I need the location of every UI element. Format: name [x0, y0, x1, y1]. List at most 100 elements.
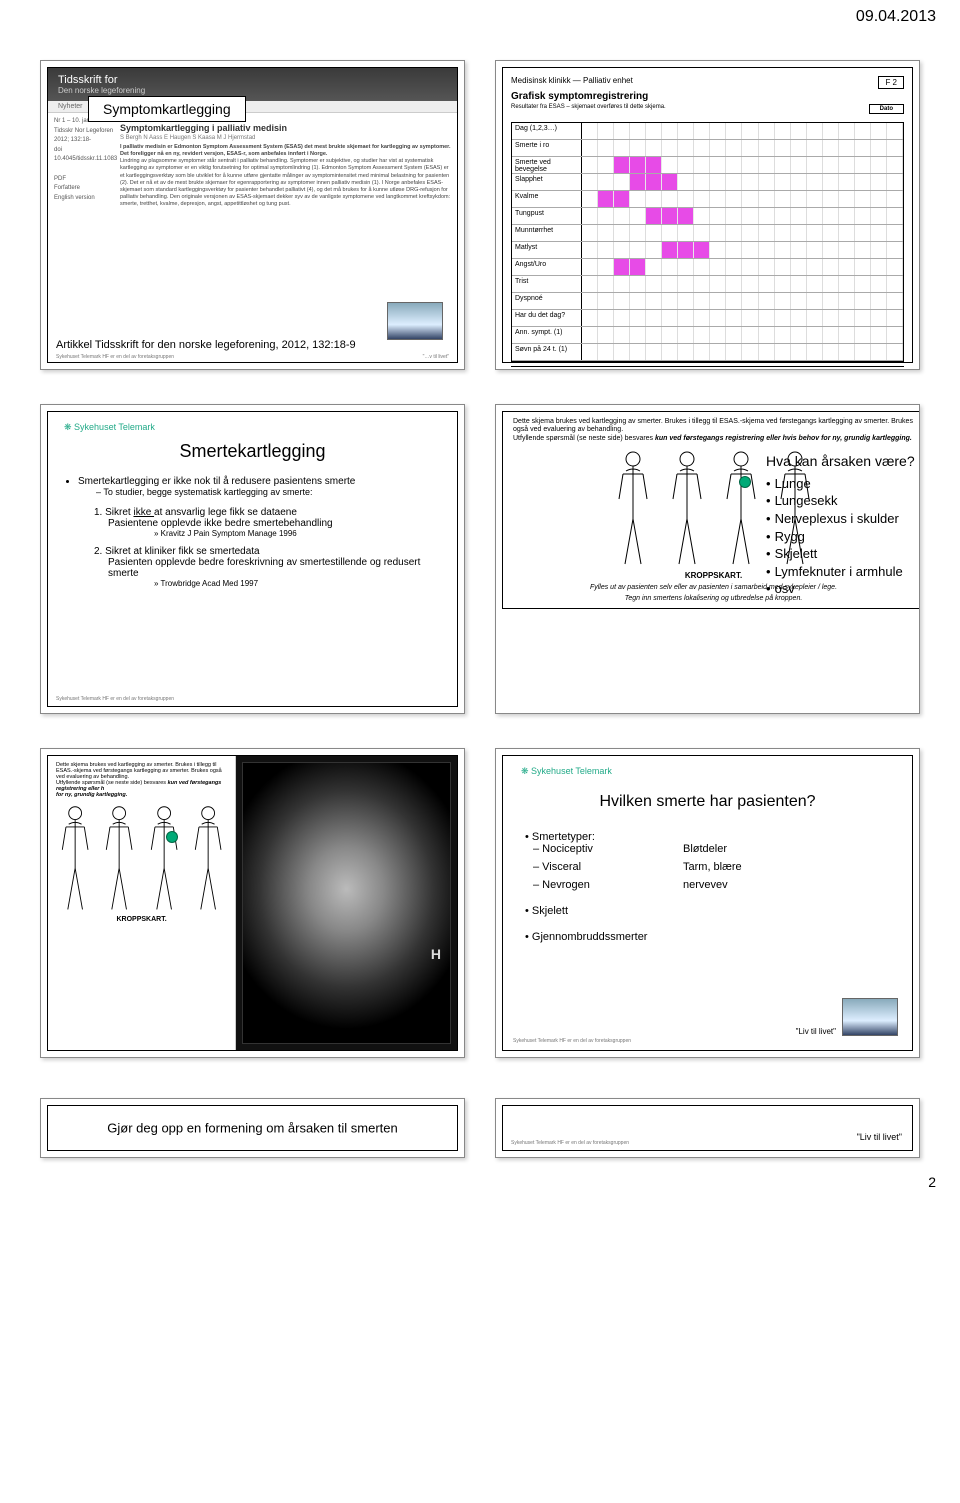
esas-row-label: Tungpust	[512, 208, 582, 224]
slide-3: ❋ Sykehuset Telemark Smertekartlegging S…	[40, 404, 465, 714]
esas-row-label: Kvalme	[512, 191, 582, 207]
bullet-gjennom: • Gjennombruddssmerter	[525, 931, 894, 943]
journal-title: Tidsskrift for	[58, 74, 447, 86]
b2-text: Skjelett	[532, 905, 568, 917]
logo-text: Sykehuset Telemark	[531, 766, 612, 776]
page-date: 09.04.2013	[856, 8, 936, 26]
body-figure	[664, 449, 710, 569]
slides-grid: Tidsskrift for Den norske legeforening N…	[0, 0, 960, 1098]
left-link: Forfattere	[54, 184, 114, 194]
esas-row-label: Dag (1,2,3…)	[512, 123, 582, 139]
esas-row: Munntørrhet	[512, 225, 903, 242]
cause-item: Lungesekk	[766, 492, 916, 510]
body-figure	[610, 449, 656, 569]
cause-item: osv	[766, 580, 916, 598]
footer-right: "…v til livet"	[423, 354, 449, 360]
type-left: – Nevrogen	[533, 879, 683, 891]
motto: "Liv til livet"	[857, 1132, 902, 1142]
left-meta: Nr 1 – 10. januar 2012 Tidsskr Nor Legef…	[54, 117, 114, 208]
bullet-skjelett: • Skjelett	[525, 905, 894, 917]
esas-grid: Dag (1,2,3…)Smerte i roSmerte ved bevege…	[511, 122, 904, 362]
esas-row: Trist	[512, 276, 903, 293]
n1b-text: at ansvarlig lege fikk se dataene	[154, 507, 297, 518]
date-box: Dato	[869, 104, 904, 114]
slide-1: Tidsskrift for Den norske legeforening N…	[40, 60, 465, 370]
s4-line2-lead: Utfyllende spørsmål (se neste side) besv…	[513, 435, 655, 442]
slide-4: Dette skjema brukes ved kartlegging av s…	[495, 404, 920, 714]
esas-row: Har du det dag?	[512, 310, 903, 327]
esas-row-label: Smerte i ro	[512, 140, 582, 156]
bullet-1-text: Smertekartlegging er ikke nok til å redu…	[78, 476, 355, 487]
n2b: Pasienten opplevde bedre foreskrivning a…	[108, 557, 441, 579]
slide-7a: Gjør deg opp en formening om årsaken til…	[40, 1098, 465, 1158]
left-link: PDF	[54, 175, 114, 185]
slide3-title: Smertekartlegging	[64, 441, 441, 462]
body-figures-small	[56, 804, 227, 914]
slide-5: Dette skjema brukes ved kartlegging av s…	[40, 748, 465, 1058]
n1a-text: Sikret	[105, 507, 133, 518]
kroppskart-label-small: KROPPSKART.	[56, 916, 227, 923]
conclusion-text: Gjør deg opp en formening om årsaken til…	[48, 1121, 457, 1136]
ref-line: Tidsskr Nor Legeforen 2012; 132:18-	[54, 127, 114, 146]
form-dept: Medisinsk klinikk — Palliativ enhet	[511, 76, 633, 89]
doi-line: doi 10.4045/tidsskr.11.1083	[54, 146, 114, 165]
logo-text: Sykehuset Telemark	[74, 422, 155, 432]
b1a-text: To studier, begge systematisk kartleggin…	[103, 487, 312, 497]
esas-row-label: Matlyst	[512, 242, 582, 258]
type-left: – Nociceptiv	[533, 843, 683, 855]
s4-line2-ital: kun ved førstegangs registrering eller h…	[655, 435, 912, 442]
type-row: – VisceralTarm, blære	[533, 861, 894, 873]
esas-row: Ann. sympt. (1)	[512, 327, 903, 344]
article-title: Symptomkartlegging i palliativ medisin	[120, 123, 451, 133]
left-link: English version	[54, 194, 114, 204]
n1-cite: » Kravitz J Pain Symptom Manage 1996	[154, 529, 441, 538]
num-1: 1. Sikret ikke at ansvarlig lege fikk se…	[94, 507, 441, 518]
n1-num: 1.	[94, 507, 102, 518]
footer-left: Sykehuset Telemark HF er en del av foret…	[56, 354, 174, 360]
esas-row-label: Ann. sympt. (1)	[512, 327, 582, 343]
bottom-slides: Gjør deg opp en formening om årsaken til…	[0, 1098, 960, 1198]
pain-marker	[740, 477, 750, 487]
blurb: I palliativ medisin er Edmonton Symptom …	[120, 144, 451, 158]
byline: S Bergh N Aass E Haugen S Kaasa M J Hjer…	[120, 135, 451, 141]
esas-row: Matlyst	[512, 242, 903, 259]
body-figure	[189, 804, 227, 914]
footer-line: Sykehuset Telemark HF er en del av foret…	[513, 1038, 631, 1044]
slide-2: Medisinsk klinikk — Palliativ enhet F 2 …	[495, 60, 920, 370]
n1u-text: ikke	[133, 507, 154, 518]
article-para: Lindring av plagsomme symptomer står sen…	[120, 158, 451, 208]
thumb-image	[842, 998, 898, 1036]
esas-row-label: Angst/Uro	[512, 259, 582, 275]
s5-line1: Dette skjema brukes ved kartlegging av s…	[56, 762, 227, 780]
causes-question: Hva kan årsaken være?	[766, 452, 916, 471]
esas-row: Smerte ved bevegelse	[512, 157, 903, 174]
pain-marker	[167, 832, 177, 842]
s4-line1: Dette skjema brukes ved kartlegging av s…	[513, 418, 914, 435]
esas-row: Dyspnoé	[512, 293, 903, 310]
num-2: 2. Sikret at kliniker fikk se smertedata	[94, 546, 441, 557]
causes-list: Hva kan årsaken være? LungeLungesekkNerv…	[766, 452, 916, 598]
body-figure	[100, 804, 138, 914]
esas-row-label: Munntørrhet	[512, 225, 582, 241]
n2-num: 2.	[94, 546, 102, 557]
n2a-text: Sikret at kliniker fikk se smertedata	[105, 546, 260, 557]
esas-row: Smerte i ro	[512, 140, 903, 157]
type-right: nervevev	[683, 879, 728, 891]
body-figure	[145, 804, 183, 914]
hospital-logo: ❋ Sykehuset Telemark	[521, 766, 894, 777]
form-corner: F 2	[878, 76, 904, 89]
hospital-logo: ❋ Sykehuset Telemark	[64, 422, 441, 433]
b3-text: Gjennombruddssmerter	[532, 931, 648, 943]
esas-row: Kvalme	[512, 191, 903, 208]
type-row: – Nevrogennervevev	[533, 879, 894, 891]
xray-image: H	[236, 756, 457, 1050]
esas-row-label: Trist	[512, 276, 582, 292]
type-row: – NociceptivBløtdeler	[533, 843, 894, 855]
esas-row-label: Slapphet	[512, 174, 582, 190]
body-figure	[718, 449, 764, 569]
page-number: 2	[928, 1174, 936, 1190]
esas-row-label: Dyspnoé	[512, 293, 582, 309]
xray-marker: H	[431, 946, 441, 962]
s5-line3: for ny, grundig kartlegging.	[56, 792, 227, 798]
body-figure	[56, 804, 94, 914]
